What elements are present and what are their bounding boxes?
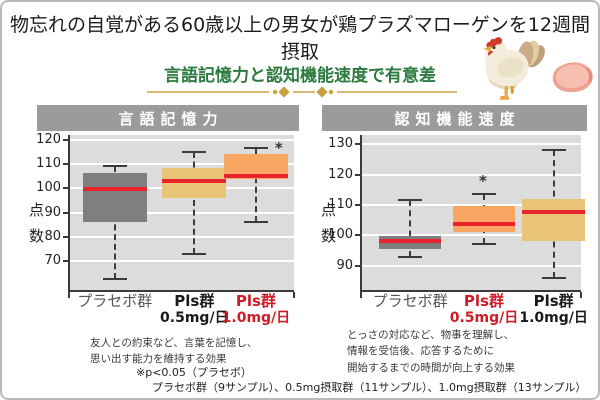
x-category-label: プラセボ群 bbox=[355, 293, 465, 310]
subtitle: 言語記憶力と認知機能速度で有意差 bbox=[164, 66, 436, 86]
y-tick-label: 80 bbox=[44, 228, 61, 244]
y-tick-mark bbox=[355, 143, 360, 146]
whisker-cap-low bbox=[243, 221, 268, 224]
x-category-line1: Pls群 bbox=[533, 292, 574, 310]
y-tick-mark bbox=[63, 138, 68, 141]
y-tick-mark bbox=[63, 163, 68, 166]
x-axis-end-tick bbox=[580, 292, 582, 298]
x-category-line2: 1.0mg/日 bbox=[519, 310, 588, 326]
chart-panel-verbal-memory: 言語記憶力 点 数 120 110 100 90 80 70 プラセボ群 Pls群 0.5mg/日… bbox=[29, 105, 299, 377]
x-category-line1: Pls群 bbox=[463, 292, 504, 310]
chicken-breast-icon bbox=[552, 62, 593, 93]
y-tick-label: 70 bbox=[44, 252, 61, 268]
y-tick-label: 120 bbox=[328, 166, 353, 182]
x-category-line2: 1.0mg/日 bbox=[221, 310, 291, 326]
gridline bbox=[70, 259, 294, 262]
whisker-cap-high bbox=[398, 199, 423, 202]
y-axis-label: 点 数 bbox=[320, 201, 336, 245]
median-line bbox=[378, 239, 442, 244]
x-category-line1: Pls群 bbox=[235, 292, 276, 310]
whisker-cap-low bbox=[182, 252, 207, 255]
page-title: 物忘れの自覚がある60歳以上の男女が鶏プラズマローゲンを12週間摂取 bbox=[10, 14, 590, 63]
ornamental-divider bbox=[147, 86, 457, 98]
x-axis-end-tick bbox=[293, 292, 295, 298]
median-line bbox=[82, 187, 147, 192]
y-tick-mark bbox=[355, 234, 360, 237]
gridline bbox=[70, 138, 294, 141]
y-tick-mark bbox=[63, 235, 68, 238]
x-category-label: Pls群 0.5mg/日 bbox=[139, 293, 249, 327]
whisker-line bbox=[409, 200, 412, 257]
y-tick-label: 100 bbox=[328, 227, 353, 243]
y-tick-label: 90 bbox=[336, 257, 353, 273]
chart-title-verbal-memory: 言語記憶力 bbox=[37, 105, 299, 131]
y-tick-mark bbox=[355, 173, 360, 176]
y-tick-mark bbox=[355, 203, 360, 206]
y-tick-mark bbox=[63, 259, 68, 262]
significance-footnote: ※p<0.05（プラセボ） bbox=[136, 366, 252, 379]
x-category-label: プラセボ群 bbox=[60, 293, 170, 310]
x-category-line2: 0.5mg/日 bbox=[160, 310, 229, 326]
whisker-line bbox=[193, 151, 196, 254]
whisker-cap-low bbox=[541, 276, 566, 279]
median-line bbox=[162, 179, 227, 184]
median-line bbox=[522, 209, 585, 214]
gridline bbox=[362, 203, 581, 206]
y-tick-mark bbox=[355, 264, 360, 267]
x-axis-end-tick bbox=[360, 292, 362, 298]
gridline bbox=[362, 173, 581, 176]
x-category-line1: プラセボ群 bbox=[77, 292, 153, 310]
whisker-cap-high bbox=[471, 192, 496, 195]
significance-asterisk: * bbox=[274, 139, 283, 158]
whisker-cap-low bbox=[398, 255, 423, 258]
median-line bbox=[224, 174, 288, 179]
chicken-icon bbox=[483, 37, 545, 100]
boxplot-verbal-memory: 点 数 120 110 100 90 80 70 プラセボ群 Pls群 0.5mg/日 * Pls群 1… bbox=[29, 132, 295, 326]
x-category-label: Pls群 1.0mg/日 bbox=[499, 292, 598, 327]
x-category-line1: プラセボ群 bbox=[372, 292, 448, 310]
y-tick-label: 120 bbox=[36, 131, 61, 147]
whisker-cap-high bbox=[182, 150, 207, 153]
y-tick-label: 110 bbox=[328, 196, 353, 212]
gridline bbox=[362, 264, 581, 267]
whisker-cap-low bbox=[471, 243, 496, 246]
gridline bbox=[70, 235, 294, 238]
boxplot-cognitive-speed: 点 数 130 120 110 100 90 プラセボ群 * Pls群 0.5mg/日 Pls群 1.… bbox=[321, 135, 588, 326]
whisker-cap-high bbox=[243, 147, 268, 150]
whisker-cap-high bbox=[102, 165, 127, 168]
chart-title-cognitive-speed: 認知機能速度 bbox=[322, 105, 587, 131]
whisker-cap-high bbox=[541, 149, 566, 152]
median-line bbox=[452, 221, 516, 226]
significance-asterisk: * bbox=[478, 171, 487, 190]
sample-size-footnote: プラセボ群（9サンプル）、0.5mg摂取群（11サンプル）、1.0mg摂取群（1… bbox=[152, 381, 587, 394]
y-tick-label: 110 bbox=[36, 156, 61, 172]
y-tick-label: 90 bbox=[44, 204, 61, 220]
chart-note-verbal-memory: 友人との約束など、言葉を記憶し、 思い出す能力を維持する効果 bbox=[90, 337, 258, 366]
box-iqr bbox=[452, 206, 516, 233]
whisker-line bbox=[113, 166, 116, 280]
box-iqr bbox=[522, 198, 585, 242]
y-axis-label: 点 数 bbox=[28, 201, 44, 245]
whisker-cap-low bbox=[102, 278, 127, 281]
x-category-label: Pls群 1.0mg/日 bbox=[201, 293, 311, 327]
box-iqr bbox=[82, 172, 147, 223]
gridline bbox=[70, 211, 294, 214]
x-axis-end-tick bbox=[68, 292, 70, 298]
y-tick-label: 100 bbox=[36, 180, 61, 196]
y-tick-mark bbox=[63, 211, 68, 214]
x-category-label: Pls群 0.5mg/日 bbox=[429, 293, 539, 327]
gridline bbox=[362, 234, 581, 237]
chart-panel-cognitive-speed: 認知機能速度 点 数 130 120 110 100 90 プラセボ群 * Pls群 0.5mg/… bbox=[321, 105, 588, 377]
gridline bbox=[70, 163, 294, 166]
gridline bbox=[362, 143, 581, 146]
whisker-line bbox=[254, 148, 257, 223]
y-tick-label: 130 bbox=[328, 136, 353, 152]
chart-note-cognitive-speed: とっさの対応など、物事を理解し、 情報を受信後、応答するために 開始するまでの時… bbox=[347, 329, 515, 374]
x-category-line2: 0.5mg/日 bbox=[449, 310, 519, 326]
y-tick-mark bbox=[63, 187, 68, 190]
x-category-line1: Pls群 bbox=[174, 292, 215, 310]
